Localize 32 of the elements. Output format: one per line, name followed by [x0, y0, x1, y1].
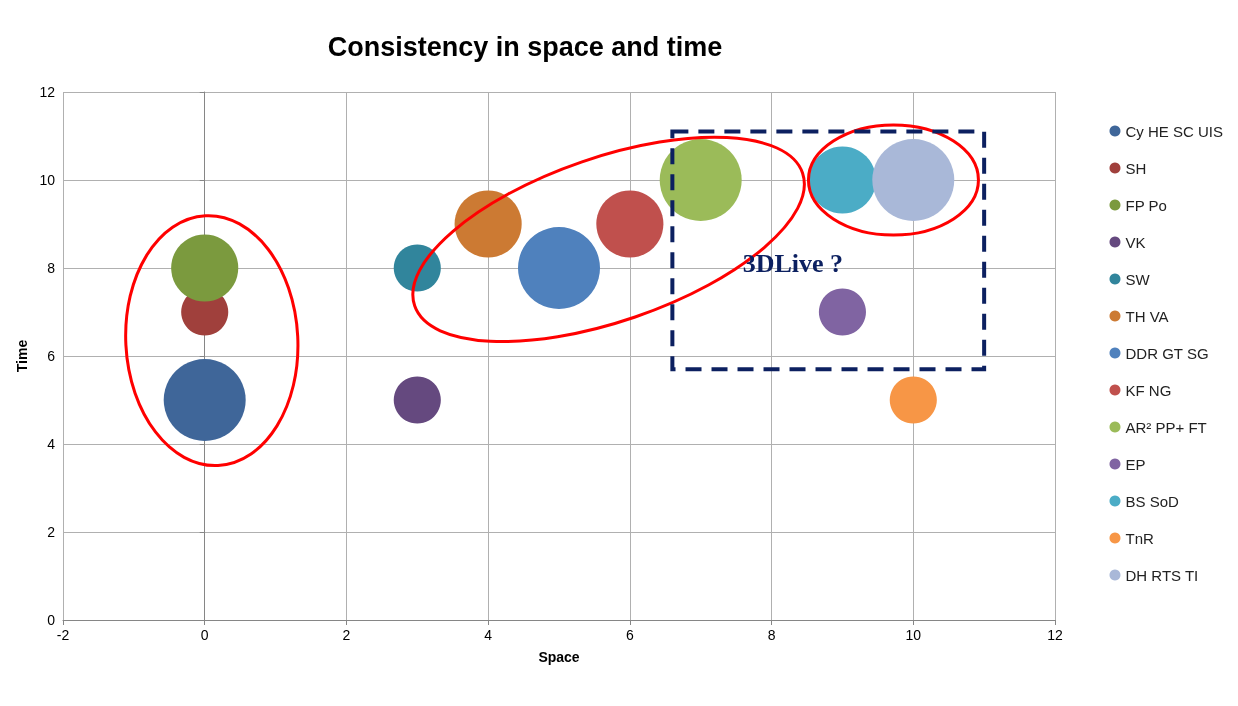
- x-tick-label: 4: [484, 627, 493, 643]
- x-tick-label: 12: [1047, 627, 1063, 643]
- annotation: 3DLive ?: [742, 249, 844, 279]
- x-tick-label: -2: [56, 627, 70, 643]
- legend-label: TH VA: [1125, 307, 1169, 325]
- x-tick-label: 2: [342, 627, 351, 643]
- y-tick-label: 12: [39, 84, 56, 100]
- legend-label: EP: [1125, 455, 1146, 473]
- x-tick-label: 10: [905, 627, 922, 643]
- legend-label: DDR GT SG: [1125, 344, 1209, 362]
- chart-title: Consistency in space and time: [327, 31, 723, 62]
- y-axis-title: Time: [13, 339, 30, 373]
- x-tick-label: 0: [200, 627, 209, 643]
- y-tick-label: 4: [47, 436, 56, 452]
- legend-label: KF NG: [1125, 381, 1172, 399]
- x-tick-label: 6: [625, 627, 634, 643]
- legend-label: VK: [1125, 233, 1146, 251]
- legend-label: BS SoD: [1125, 492, 1180, 510]
- x-axis-title: Space: [538, 649, 580, 665]
- y-tick-label: 8: [47, 260, 56, 276]
- y-tick-label: 2: [47, 524, 56, 540]
- legend-label: SW: [1125, 270, 1151, 288]
- x-tick-label: 8: [767, 627, 776, 643]
- legend-label: AR² PP+ FT: [1125, 418, 1207, 436]
- y-tick-label: 6: [47, 348, 56, 364]
- legend-label: TnR: [1125, 529, 1154, 547]
- legend-label: FP Po: [1125, 196, 1167, 214]
- legend-label: Cy HE SC UIS: [1125, 122, 1223, 140]
- y-tick-label: 10: [39, 172, 56, 188]
- legend-label: DH RTS TI: [1125, 566, 1199, 584]
- legend-label: SH: [1125, 159, 1147, 177]
- y-tick-label: 0: [47, 612, 56, 628]
